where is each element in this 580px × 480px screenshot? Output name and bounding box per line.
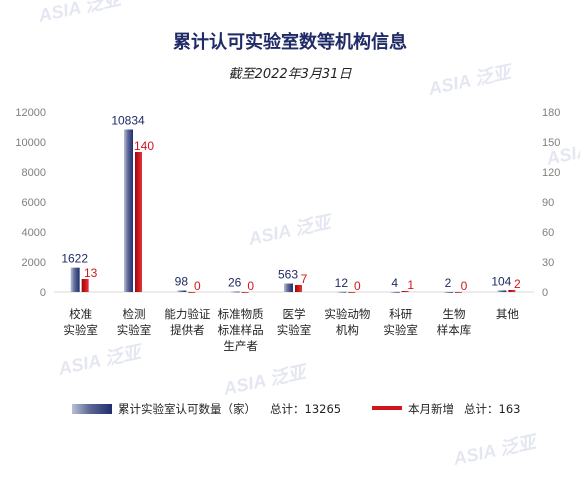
bar-series-a [444,291,453,293]
data-label-series-a: 2 [445,276,452,290]
data-label-series-a: 98 [175,275,189,289]
bar-series-b [401,291,409,292]
category-label: 生物样本库 [437,307,472,337]
y-left-tick-label: 8000 [22,167,46,179]
data-label-series-b: 0 [354,279,361,293]
bar-series-b [508,290,516,292]
category-label: 检测实验室 [117,307,152,337]
category-label: 能力验证提供者 [164,307,210,337]
category-label-line: 实验动物 [324,307,370,321]
category-label-line: 实验室 [117,323,152,337]
chart-subtitle: 截至2022年3月31日 [229,67,353,82]
legend-label-series-b: 本月新增 [408,402,454,416]
category-label-line: 标准样品 [218,323,264,337]
y-left-tick-label: 10000 [15,137,46,149]
y-axis-right: 0 30 60 90 120 150 180 [542,107,560,299]
legend-swatch-series-a [72,404,112,414]
category-label-line: 校准 [69,307,92,321]
legend: 累计实验室认可数量（家） 总计：13265 本月新增 总计：163 [72,402,520,416]
y-right-tick-label: 90 [542,197,554,209]
category-label-line: 提供者 [170,323,205,337]
category-label: 标准物质标准样品生产者 [218,307,264,353]
category-label-line: 标准物质 [218,307,264,321]
data-label-series-a: 10834 [111,113,145,127]
category-label-line: 实验室 [383,323,418,337]
data-label-series-a: 104 [491,274,511,288]
legend-total-series-a: 总计：13265 [270,402,341,416]
bar-series-a [390,291,400,293]
data-label-series-a: 12 [335,276,349,290]
bar-series-a [124,129,133,292]
watermark-text: ASIA 泛亚 [36,0,126,26]
category-label-line: 实验室 [277,323,312,337]
bar-series-b [81,279,89,292]
y-right-tick-label: 30 [542,257,554,269]
watermark-text: ASIA 泛亚 [426,61,516,99]
data-label-series-b: 7 [301,272,308,286]
data-label-series-a: 563 [278,268,298,282]
category-label-line: 机构 [336,323,359,337]
data-label-series-b: 2 [514,277,521,291]
watermark-text: ASIA 泛亚 [246,211,336,249]
data-label-series-a: 1622 [61,252,88,266]
bar-series-b [241,292,249,293]
y-left-tick-label: 4000 [22,227,46,239]
data-label-series-b: 0 [461,279,468,293]
category-label: 校准实验室 [63,307,98,337]
bar-series-a [284,283,293,292]
bar-series-b [348,292,356,293]
watermark-text: ASIA 泛亚 [56,341,146,379]
category-label-line: 医学 [283,307,306,321]
bar-series-a [230,291,240,293]
bar-series-a [337,291,347,293]
legend-total-series-b: 总计：163 [464,402,520,416]
category-label: 实验动物机构 [324,307,370,337]
category-label-line: 生产者 [223,339,258,353]
data-label-series-b: 1 [407,278,414,292]
category-label-line: 生物 [443,307,466,321]
category-label-line: 实验室 [63,323,98,337]
y-right-tick-label: 120 [542,167,560,179]
data-label-series-b: 0 [247,279,254,293]
y-left-tick-label: 6000 [22,197,46,209]
category-label-line: 样本库 [437,323,472,337]
y-axis-left: 0 2000 4000 6000 8000 10000 12000 [15,107,46,299]
legend-swatch-series-b [372,406,402,410]
category-label: 科研实验室 [383,307,418,337]
category-label-line: 其他 [496,307,519,321]
watermark-text: ASIA 泛亚 [221,361,311,399]
y-right-tick-label: 0 [542,287,548,299]
chart-title: 累计认可实验室数等机构信息 [173,31,407,53]
category-label: 其他 [496,307,519,321]
y-right-tick-label: 180 [542,107,560,119]
data-label-series-b: 13 [84,266,98,280]
bar-series-a [497,290,507,292]
bar-series-b [135,152,142,292]
data-label-series-b: 140 [134,139,154,153]
y-right-tick-label: 60 [542,227,554,239]
category-label-line: 科研 [389,307,412,321]
data-label-series-b: 0 [194,279,201,293]
y-left-tick-label: 0 [40,287,46,299]
bar-series-b [188,292,196,293]
data-label-series-a: 26 [228,276,242,290]
watermark-text: ASIA 泛亚 [451,431,541,469]
bar-series-a [70,267,80,292]
legend-label-series-a: 累计实验室认可数量（家） [118,402,256,416]
bar-series-a [177,290,187,292]
y-left-tick-label: 2000 [22,257,46,269]
category-label-line: 检测 [123,307,146,321]
data-label-series-a: 4 [391,276,398,290]
category-labels: 校准实验室检测实验室能力验证提供者标准物质标准样品生产者医学实验室实验动物机构科… [63,307,519,353]
category-label-line: 能力验证 [164,307,210,321]
bar-series-b [295,285,302,292]
bar-series-b [455,292,462,293]
y-left-tick-label: 12000 [15,107,46,119]
category-label: 医学实验室 [277,307,312,337]
y-right-tick-label: 150 [542,137,560,149]
